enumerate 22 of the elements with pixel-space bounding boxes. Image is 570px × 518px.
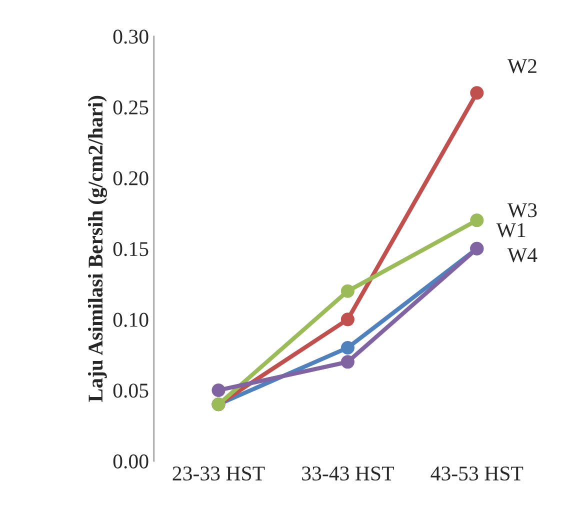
y-tick-label: 0.05: [113, 384, 148, 398]
series-label: W4: [507, 248, 538, 262]
point: [340, 340, 354, 355]
x-tick-label: 33-43 HST: [302, 466, 394, 481]
series-label: W3: [507, 203, 537, 218]
series-label: W1: [496, 223, 526, 238]
point: [470, 214, 484, 228]
series-label: W2: [507, 59, 536, 74]
x-tick-label: 43-53 HST: [430, 466, 524, 481]
point: [340, 355, 354, 369]
y-tick-label: 0.15: [113, 242, 148, 256]
point: [212, 383, 226, 397]
x-tick-label: 23-33 HST: [172, 466, 265, 481]
y-axis-title: Laju Asimilasi Bersih (g/cm2/hari): [88, 96, 108, 402]
y-tick-label: 0.10: [113, 312, 148, 327]
y-tick-label: 0.00: [113, 454, 148, 469]
y-tick-label: 0.25: [113, 100, 148, 115]
y-tick-label: 0.30: [113, 30, 148, 44]
point: [340, 284, 354, 298]
point: [340, 312, 354, 326]
point: [470, 86, 484, 100]
y-tick-label: 0.20: [113, 171, 148, 186]
